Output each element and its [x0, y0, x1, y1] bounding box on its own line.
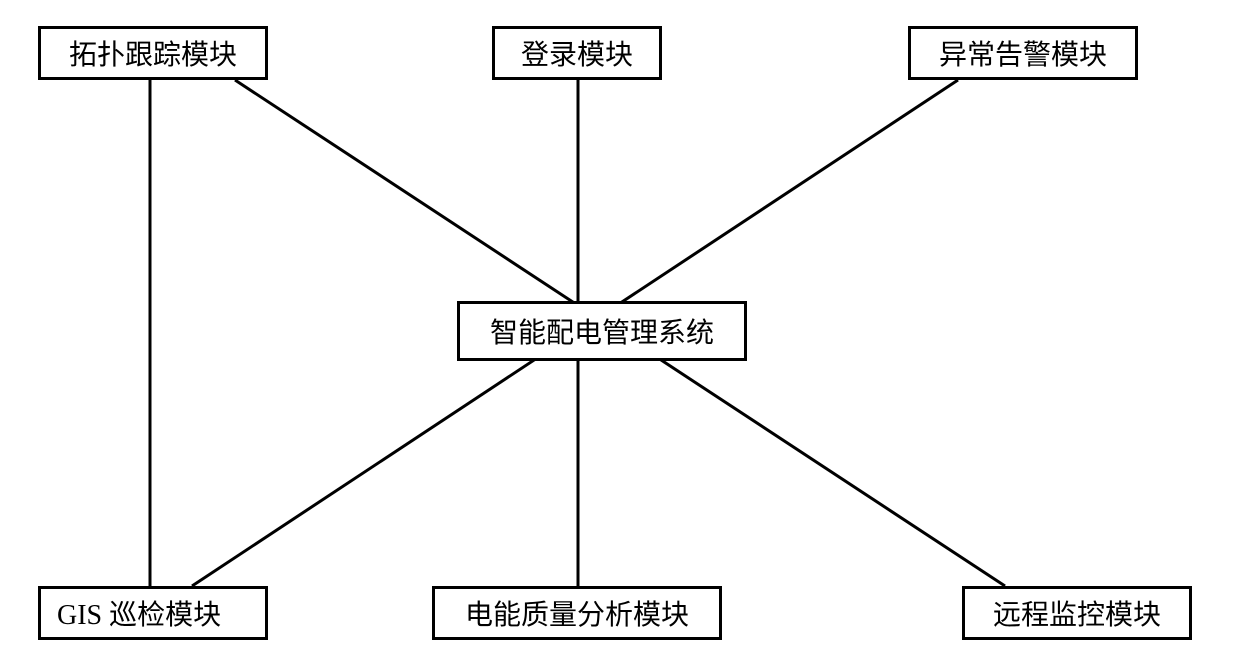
node-label: GIS 巡检模块 [57, 593, 221, 633]
node-label: 远程监控模块 [993, 593, 1161, 633]
node-top-left: 拓扑跟踪模块 [38, 26, 268, 80]
node-bottom-center: 电能质量分析模块 [432, 586, 722, 640]
node-label: 登录模块 [521, 33, 633, 73]
node-label: 智能配电管理系统 [490, 311, 714, 351]
node-top-right: 异常告警模块 [908, 26, 1138, 80]
node-label: 异常告警模块 [939, 33, 1107, 73]
node-label: 拓扑跟踪模块 [69, 33, 237, 73]
node-center: 智能配电管理系统 [457, 301, 747, 361]
node-bottom-right: 远程监控模块 [962, 586, 1192, 640]
node-label: 电能质量分析模块 [465, 593, 689, 633]
node-bottom-left: GIS 巡检模块 [38, 586, 268, 640]
diagram-container: 智能配电管理系统 拓扑跟踪模块 登录模块 异常告警模块 GIS 巡检模块 电能质… [0, 0, 1240, 670]
node-top-center: 登录模块 [492, 26, 662, 80]
